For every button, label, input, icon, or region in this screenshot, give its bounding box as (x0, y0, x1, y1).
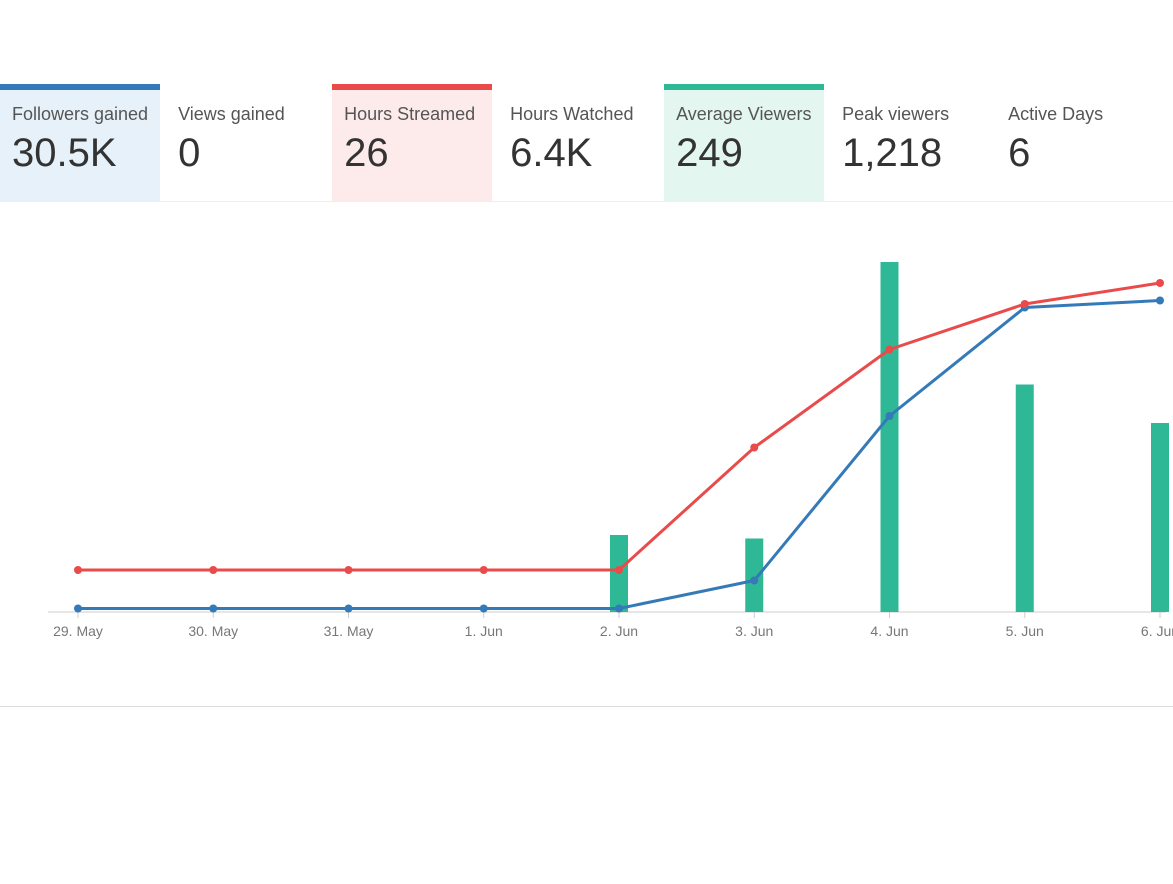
stat-label: Active Days (1008, 104, 1144, 125)
stat-value: 0 (178, 131, 314, 175)
stat-label: Hours Streamed (344, 104, 480, 125)
x-axis-label: 4. Jun (870, 623, 908, 639)
stat-card-hours_watched[interactable]: Hours Watched 6.4K (498, 84, 658, 201)
hours-streamed-point (209, 566, 217, 574)
hours-streamed-point (480, 566, 488, 574)
stat-value: 1,218 (842, 131, 978, 175)
followers-point (750, 577, 758, 585)
stat-label: Peak viewers (842, 104, 978, 125)
stat-value: 26 (344, 131, 480, 175)
stat-value: 6.4K (510, 131, 646, 175)
stat-value: 6 (1008, 131, 1144, 175)
followers-point (886, 412, 894, 420)
stat-value: 249 (676, 131, 812, 175)
followers-point (74, 605, 82, 613)
x-axis-label: 31. May (324, 623, 374, 639)
stat-card-followers_gained[interactable]: Followers gained 30.5K (0, 84, 160, 201)
stat-card-views_gained[interactable]: Views gained 0 (166, 84, 326, 201)
x-axis-label: 30. May (188, 623, 238, 639)
hours-streamed-point (750, 444, 758, 452)
stat-label: Followers gained (12, 104, 148, 125)
hours-streamed-point (615, 566, 623, 574)
bar (745, 539, 763, 613)
stat-label: Hours Watched (510, 104, 646, 125)
followers-point (209, 605, 217, 613)
stat-card-hours_streamed[interactable]: Hours Streamed 26 (332, 84, 492, 201)
followers-point (345, 605, 353, 613)
bar (1016, 385, 1034, 613)
stat-card-peak_viewers[interactable]: Peak viewers 1,218 (830, 84, 990, 201)
x-axis-label: 3. Jun (735, 623, 773, 639)
x-axis-label: 5. Jun (1006, 623, 1044, 639)
bar (1151, 423, 1169, 612)
x-axis-label: 2. Jun (600, 623, 638, 639)
bar (881, 262, 899, 612)
chart-container: 29. May 30. May 31. May 1. Jun 2. Jun 3. Jun 4… (0, 242, 1173, 682)
stat-card-avg_viewers[interactable]: Average Viewers 249 (664, 84, 824, 201)
stat-card-active_days[interactable]: Active Days 6 (996, 84, 1156, 201)
x-axis-label: 29. May (53, 623, 103, 639)
stat-label: Average Viewers (676, 104, 812, 125)
hours-streamed-point (1156, 279, 1164, 287)
hours-streamed-point (74, 566, 82, 574)
hours-streamed-point (886, 346, 894, 354)
analytics-chart: 29. May 30. May 31. May 1. Jun 2. Jun 3. Jun 4… (0, 242, 1173, 662)
hours-streamed-point (1021, 300, 1029, 308)
x-axis-label: 1. Jun (465, 623, 503, 639)
x-axis-label: 6. Jun (1141, 623, 1173, 639)
divider (0, 706, 1173, 707)
hours-streamed-line (78, 283, 1160, 570)
followers-point (615, 605, 623, 613)
stats-row: Followers gained 30.5K Views gained 0 Hours … (0, 84, 1173, 202)
followers-point (480, 605, 488, 613)
hours-streamed-point (345, 566, 353, 574)
stat-value: 30.5K (12, 131, 148, 175)
stat-label: Views gained (178, 104, 314, 125)
followers-point (1156, 297, 1164, 305)
